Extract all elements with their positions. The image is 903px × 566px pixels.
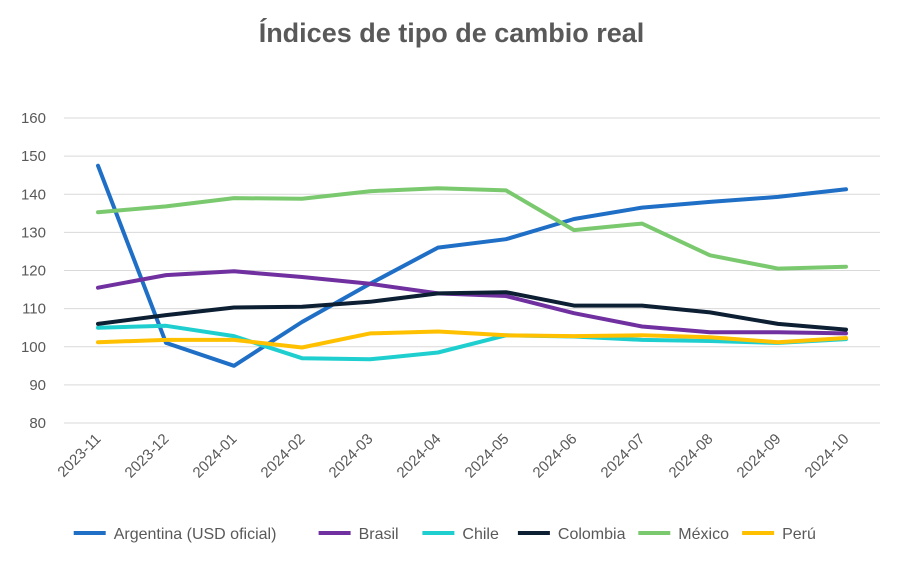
legend-label-5: Perú xyxy=(782,526,816,543)
x-tick-label-2024-04: 2024-04 xyxy=(394,431,445,482)
x-tick-label-2024-03: 2024-03 xyxy=(326,431,377,482)
x-tick-label-2024-05: 2024-05 xyxy=(462,431,513,482)
y-tick-label-130: 130 xyxy=(21,224,46,241)
series-line-2 xyxy=(96,323,848,362)
x-tick-label-2024-01: 2024-01 xyxy=(190,431,241,482)
x-tick-label-2024-08: 2024-08 xyxy=(666,431,717,482)
x-tick-label-2024-09: 2024-09 xyxy=(734,431,785,482)
x-tick-label-2024-07: 2024-07 xyxy=(598,431,649,482)
legend-label-1: Brasil xyxy=(359,526,399,543)
x-tick-label-2024-10: 2024-10 xyxy=(802,431,853,482)
y-tick-label-80: 80 xyxy=(29,415,46,432)
legend-label-0: Argentina (USD oficial) xyxy=(114,526,277,543)
legend-label-4: México xyxy=(678,526,729,543)
chart-title: Índices de tipo de cambio real xyxy=(258,18,645,48)
series-line-0 xyxy=(96,163,848,368)
series-line-1 xyxy=(96,269,848,336)
series-line-4 xyxy=(96,186,848,271)
x-tick-label-2024-06: 2024-06 xyxy=(530,431,581,482)
y-tick-label-110: 110 xyxy=(22,301,46,318)
y-tick-label-90: 90 xyxy=(29,377,46,394)
y-tick-label-100: 100 xyxy=(21,339,46,356)
x-tick-label-2024-02: 2024-02 xyxy=(258,431,309,482)
legend-label-2: Chile xyxy=(462,526,499,543)
x-tick-label-2023-11: 2023-11 xyxy=(54,431,104,481)
legend-label-3: Colombia xyxy=(558,526,626,543)
y-tick-label-120: 120 xyxy=(21,263,46,280)
y-tick-label-160: 160 xyxy=(21,110,46,127)
series-line-5 xyxy=(96,329,848,350)
x-tick-label-2023-12: 2023-12 xyxy=(122,431,173,482)
y-tick-label-140: 140 xyxy=(21,186,46,203)
y-tick-label-150: 150 xyxy=(21,148,46,165)
series-line-3 xyxy=(96,290,848,332)
